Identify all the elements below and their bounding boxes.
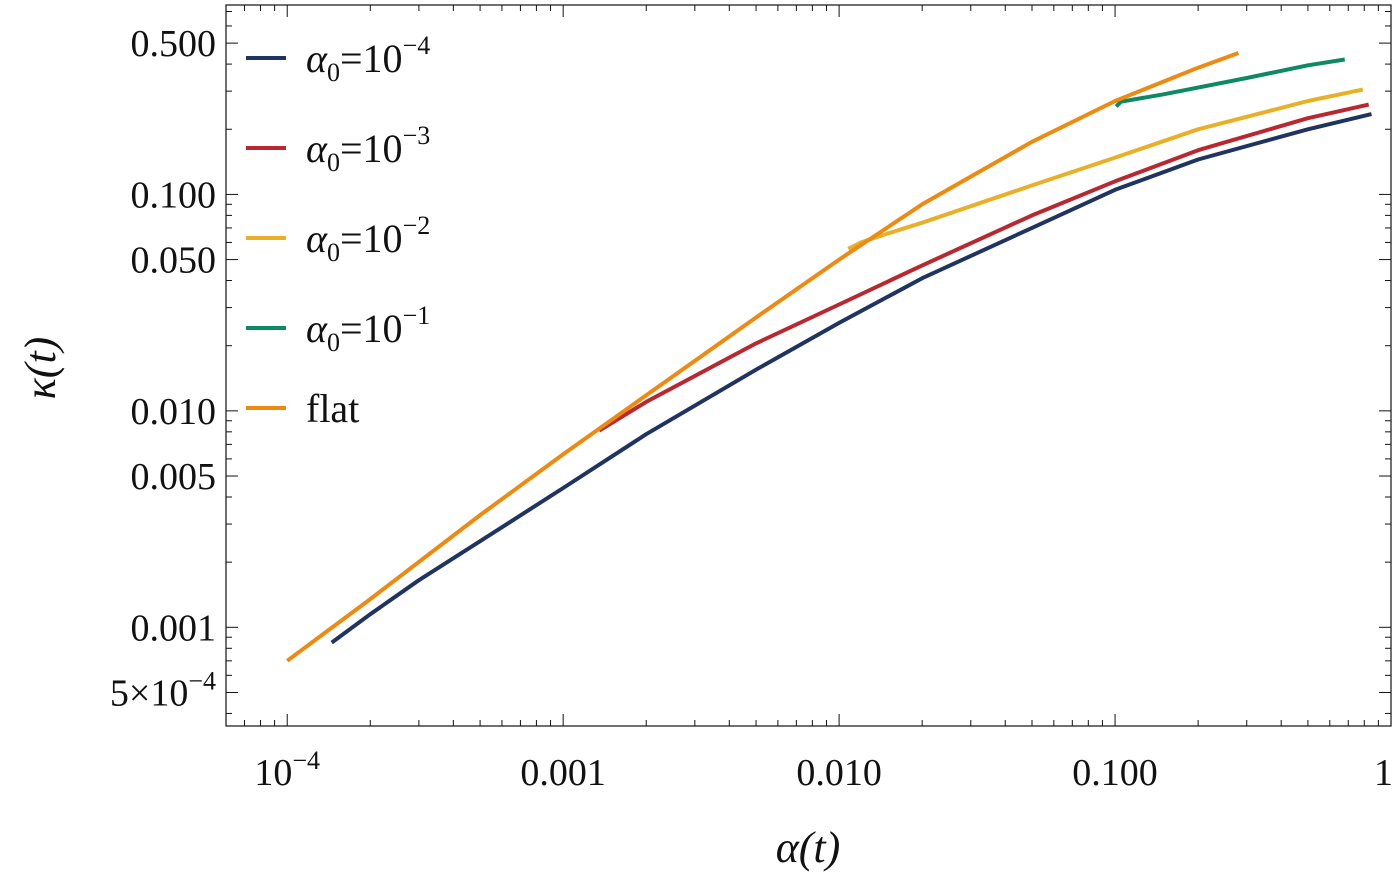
series-group — [286, 51, 1372, 663]
legend-label-0: α0=10−4 — [306, 31, 430, 87]
x-tick-label: 1 — [1374, 752, 1393, 794]
x-tick-labels: 10−4 0.001 0.010 0.100 1 — [254, 746, 1393, 794]
y-tick-labels: 5×10−4 0.001 0.005 0.010 0.050 0.100 0.500 — [110, 23, 216, 714]
legend-label-1: α0=10−3 — [306, 121, 430, 177]
series-line-1 — [598, 102, 1370, 433]
x-tick-label: 0.010 — [796, 752, 882, 794]
x-tick-label: 0.100 — [1072, 752, 1158, 794]
x-axis-title: α(t) — [776, 823, 841, 872]
y-tick-label: 5×10−4 — [110, 666, 216, 714]
y-tick-label: 0.500 — [131, 23, 217, 65]
x-tick-label: 10−4 — [254, 746, 320, 794]
series-line-3 — [1114, 57, 1346, 108]
series-line-2 — [847, 87, 1364, 251]
y-tick-label: 0.005 — [131, 456, 217, 498]
legend: α0=10−4 α0=10−3 α0=10−2 α0=10−1 flat — [246, 31, 430, 431]
minor-ticks — [225, 5, 1391, 726]
y-tick-label: 0.100 — [131, 174, 217, 216]
plot-frame — [225, 4, 1392, 727]
major-ticks — [226, 5, 1392, 726]
legend-label-3: α0=10−1 — [306, 301, 430, 357]
series-line-0 — [330, 112, 1372, 645]
y-axis-title: κ(t) — [16, 337, 65, 400]
y-tick-label: 0.001 — [131, 607, 217, 649]
series-line-4 — [286, 51, 1240, 663]
y-tick-label: 0.010 — [131, 391, 217, 433]
y-tick-label: 0.050 — [131, 240, 217, 282]
x-tick-label: 0.001 — [520, 752, 606, 794]
legend-label-4: flat — [306, 386, 359, 431]
legend-label-2: α0=10−2 — [306, 211, 430, 267]
